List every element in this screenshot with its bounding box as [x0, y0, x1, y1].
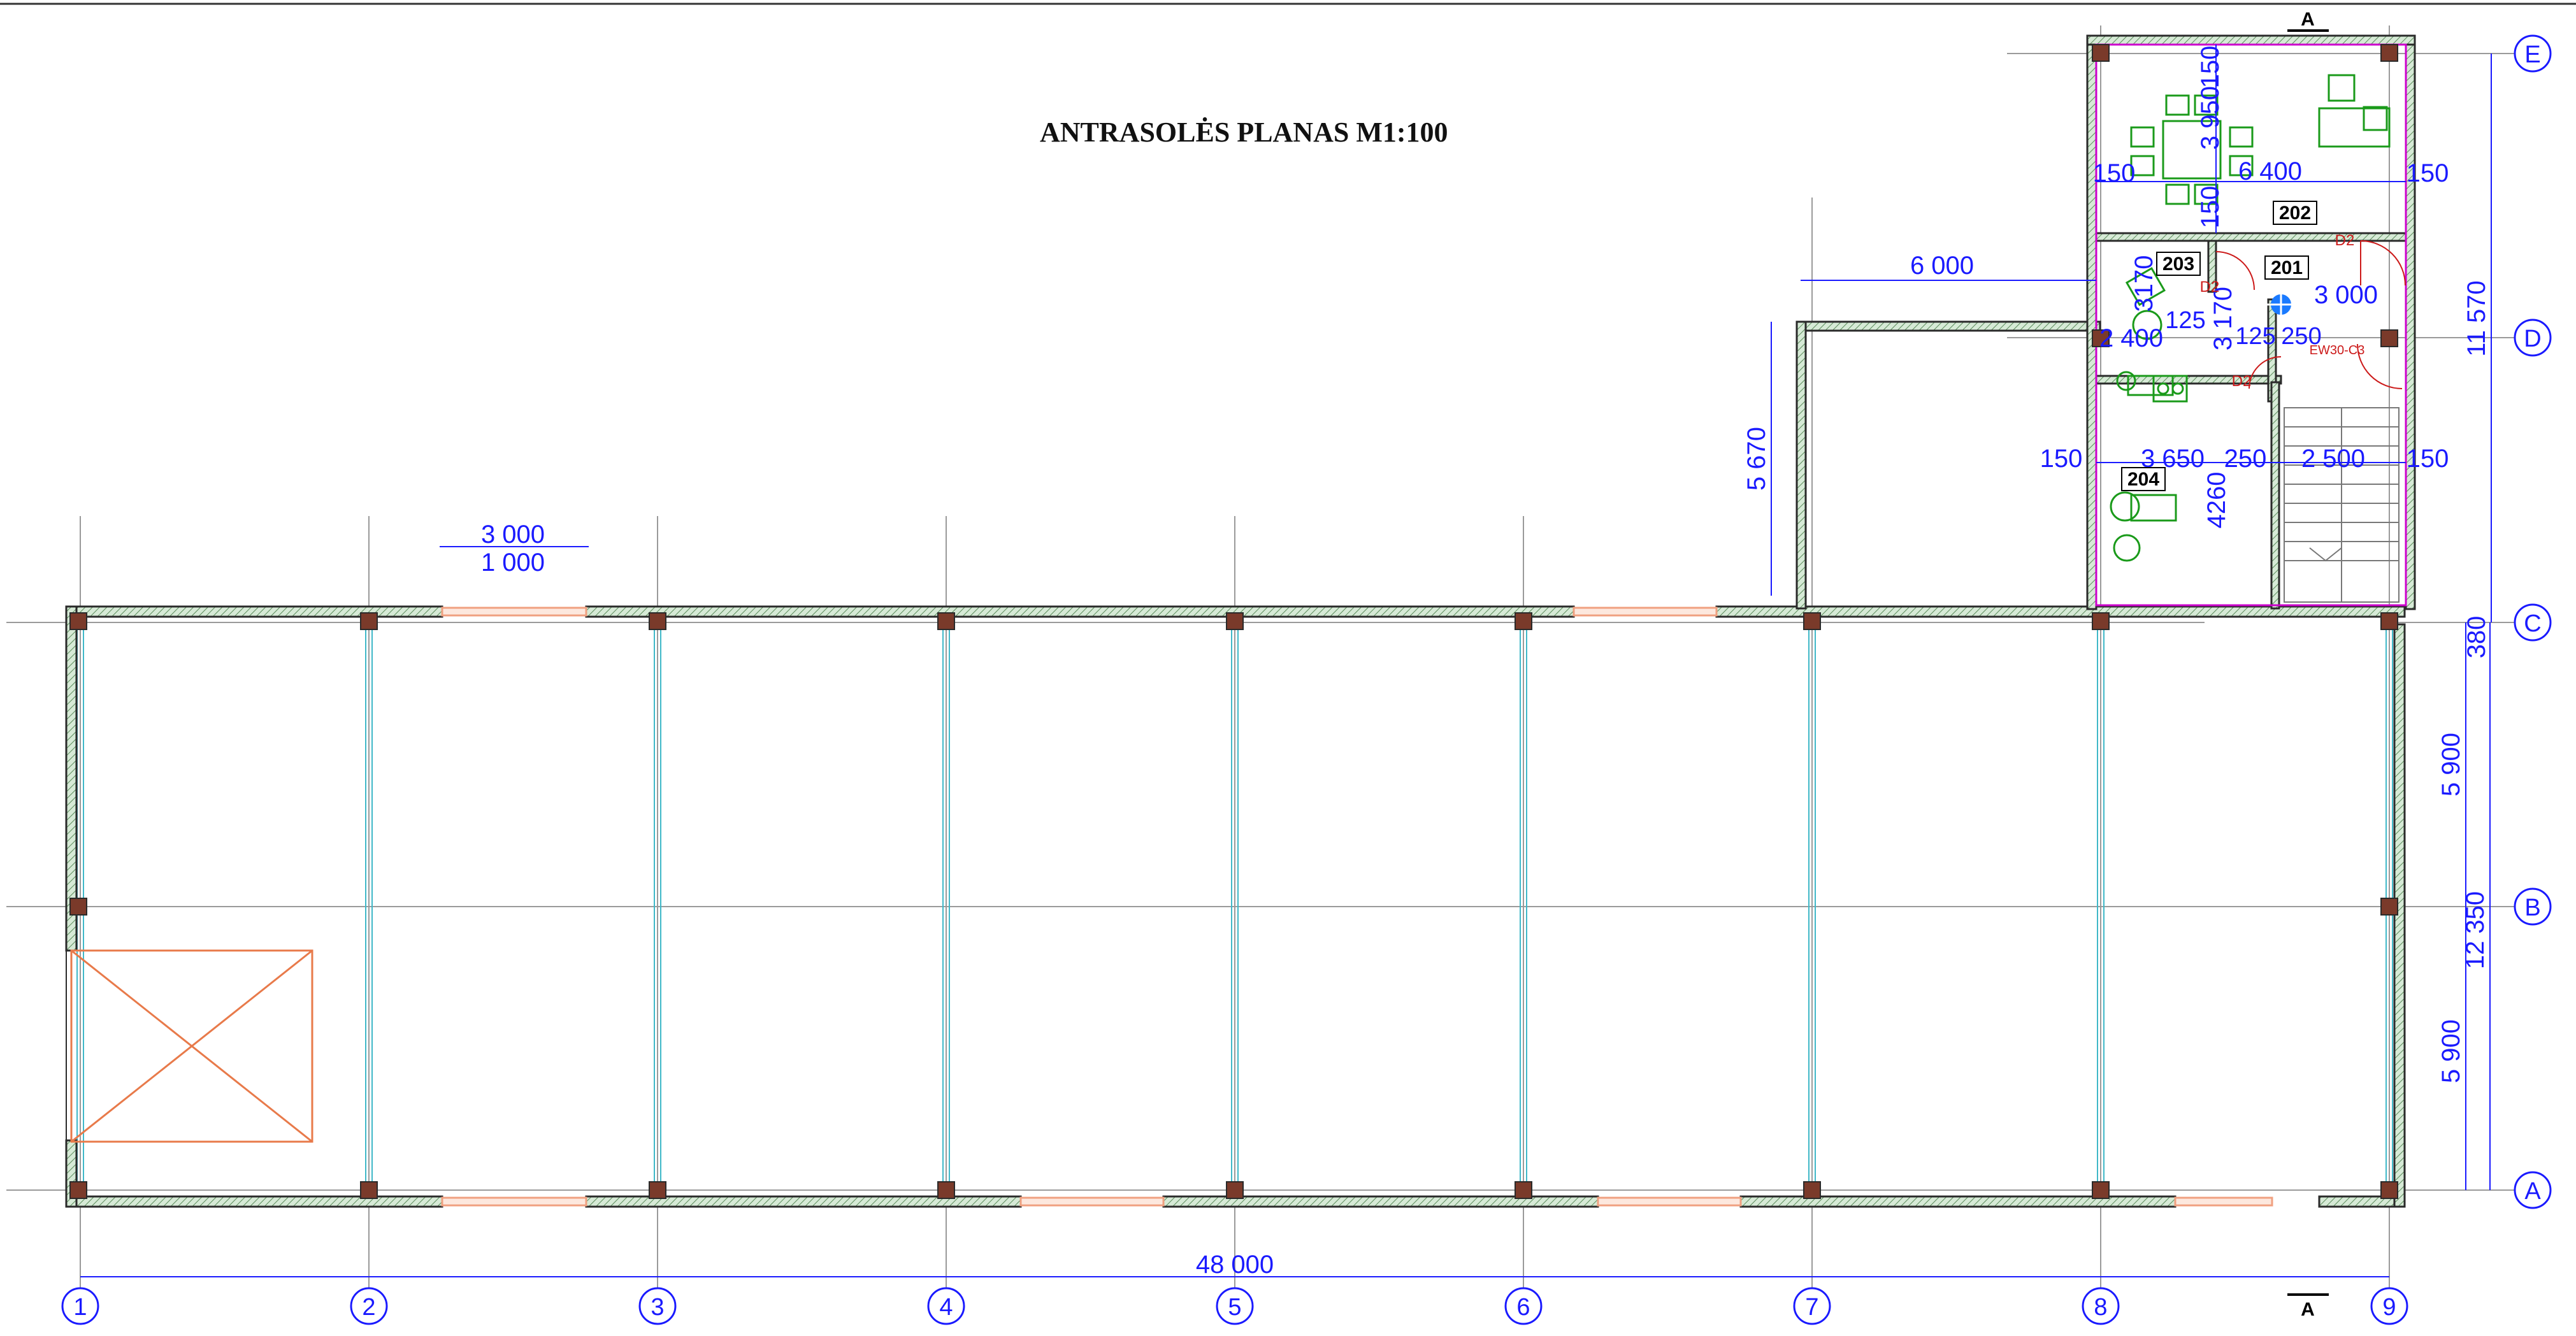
dim-annex-width: 6 000	[1910, 252, 1974, 280]
dim-left-150: 150	[2093, 159, 2136, 187]
furniture	[2110, 74, 2391, 562]
section-label-top: A	[2301, 9, 2315, 30]
dim-room-3950: 3 950	[2196, 86, 2224, 150]
door-tag-ew30: EW30-C3	[2310, 343, 2365, 357]
columns	[69, 44, 2398, 1199]
page-title: ANTRASOLĖS PLANAS M1:100	[1040, 117, 1448, 148]
dim-room-4260: 4260	[2203, 472, 2231, 529]
dim-room-150: 150	[2196, 186, 2224, 229]
door-swings	[2215, 240, 2406, 389]
axis-label-D: D	[2524, 326, 2541, 352]
room-tag-201: 201	[2271, 257, 2303, 278]
axis-label-4: 4	[939, 1294, 953, 1321]
axis-label-7: 7	[1805, 1294, 1818, 1321]
axis-label-5: 5	[1228, 1294, 1241, 1321]
axis-label-A: A	[2524, 1178, 2541, 1205]
dim-room-2500: 2 500	[2301, 445, 2365, 473]
door-tag-d2-b: D2	[2200, 278, 2220, 296]
extinguisher-icon	[2267, 291, 2295, 319]
axis-label-C: C	[2524, 610, 2541, 637]
axis-label-1: 1	[73, 1294, 87, 1321]
dim-opening-1000: 1 000	[481, 549, 545, 577]
door-tag-d2-c: D2	[2232, 373, 2252, 390]
dim-room-6400: 6 400	[2238, 157, 2302, 185]
room-tag-202: 202	[2279, 203, 2311, 224]
axis-label-E: E	[2524, 41, 2540, 68]
axis-label-3: 3	[651, 1294, 664, 1321]
axis-label-2: 2	[362, 1294, 375, 1321]
dim-room-3000: 3 000	[2314, 281, 2378, 309]
window-openings	[441, 607, 2273, 1207]
axis-label-6: 6	[1516, 1294, 1530, 1321]
section-label-bottom: A	[2301, 1299, 2315, 1320]
dim-row-150-left: 150	[2040, 445, 2083, 473]
axis-label-8: 8	[2094, 1294, 2107, 1321]
dim-top-150: 150	[2196, 46, 2224, 89]
dim-opening-3000: 3 000	[481, 521, 545, 549]
dim-room-2400: 2 400	[2099, 324, 2163, 352]
dim-bay-bc: 5 900	[2437, 733, 2465, 796]
annex-walls	[1795, 34, 2416, 610]
dimension-lines	[80, 45, 2492, 1277]
axis-bubbles	[61, 34, 2552, 1325]
dim-right-ab-total: 12 350	[2461, 891, 2489, 969]
dim-offset-380: 380	[2463, 616, 2491, 659]
dim-right-150: 150	[2407, 159, 2449, 187]
dim-annex-depth: 5 670	[1743, 427, 1771, 491]
axis-label-9: 9	[2382, 1294, 2396, 1321]
dim-row-150-right: 150	[2407, 445, 2449, 473]
dim-bay-ab: 5 900	[2437, 1019, 2465, 1083]
dim-room-250b: 250	[2224, 445, 2267, 473]
axis-label-B: B	[2524, 894, 2540, 921]
dim-room-125: 125	[2165, 307, 2205, 334]
stairs	[2284, 407, 2400, 603]
dim-room-125b: 125	[2235, 323, 2275, 350]
dim-room-3170: 3170	[2130, 255, 2158, 312]
dim-room-250: 250	[2281, 323, 2321, 350]
room-tag-203: 203	[2162, 254, 2194, 275]
room-tag-204: 204	[2127, 469, 2159, 490]
dim-right-total: 11 570	[2463, 280, 2491, 356]
dim-room-3170b: 3 170	[2209, 287, 2237, 350]
floor-void	[70, 949, 313, 1143]
section-marker-lines	[2287, 29, 2329, 1296]
room-outline	[2095, 43, 2407, 607]
dim-overall-length: 48 000	[1196, 1251, 1274, 1279]
door-tag-d2-a: D2	[2335, 232, 2355, 249]
